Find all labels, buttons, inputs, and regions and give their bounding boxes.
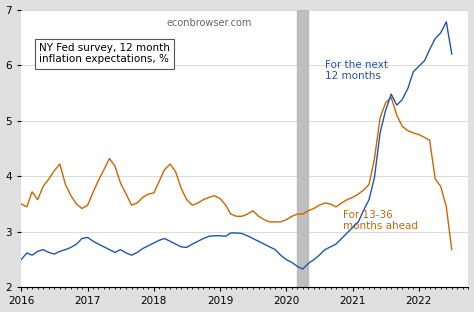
Text: NY Fed survey, 12 month
inflation expectations, %: NY Fed survey, 12 month inflation expect… — [39, 43, 170, 65]
Bar — [297, 10, 308, 287]
Text: For 13-36
months ahead: For 13-36 months ahead — [343, 210, 418, 231]
Text: econbrowser.com: econbrowser.com — [166, 18, 252, 28]
Text: For the next
12 months: For the next 12 months — [325, 60, 388, 81]
